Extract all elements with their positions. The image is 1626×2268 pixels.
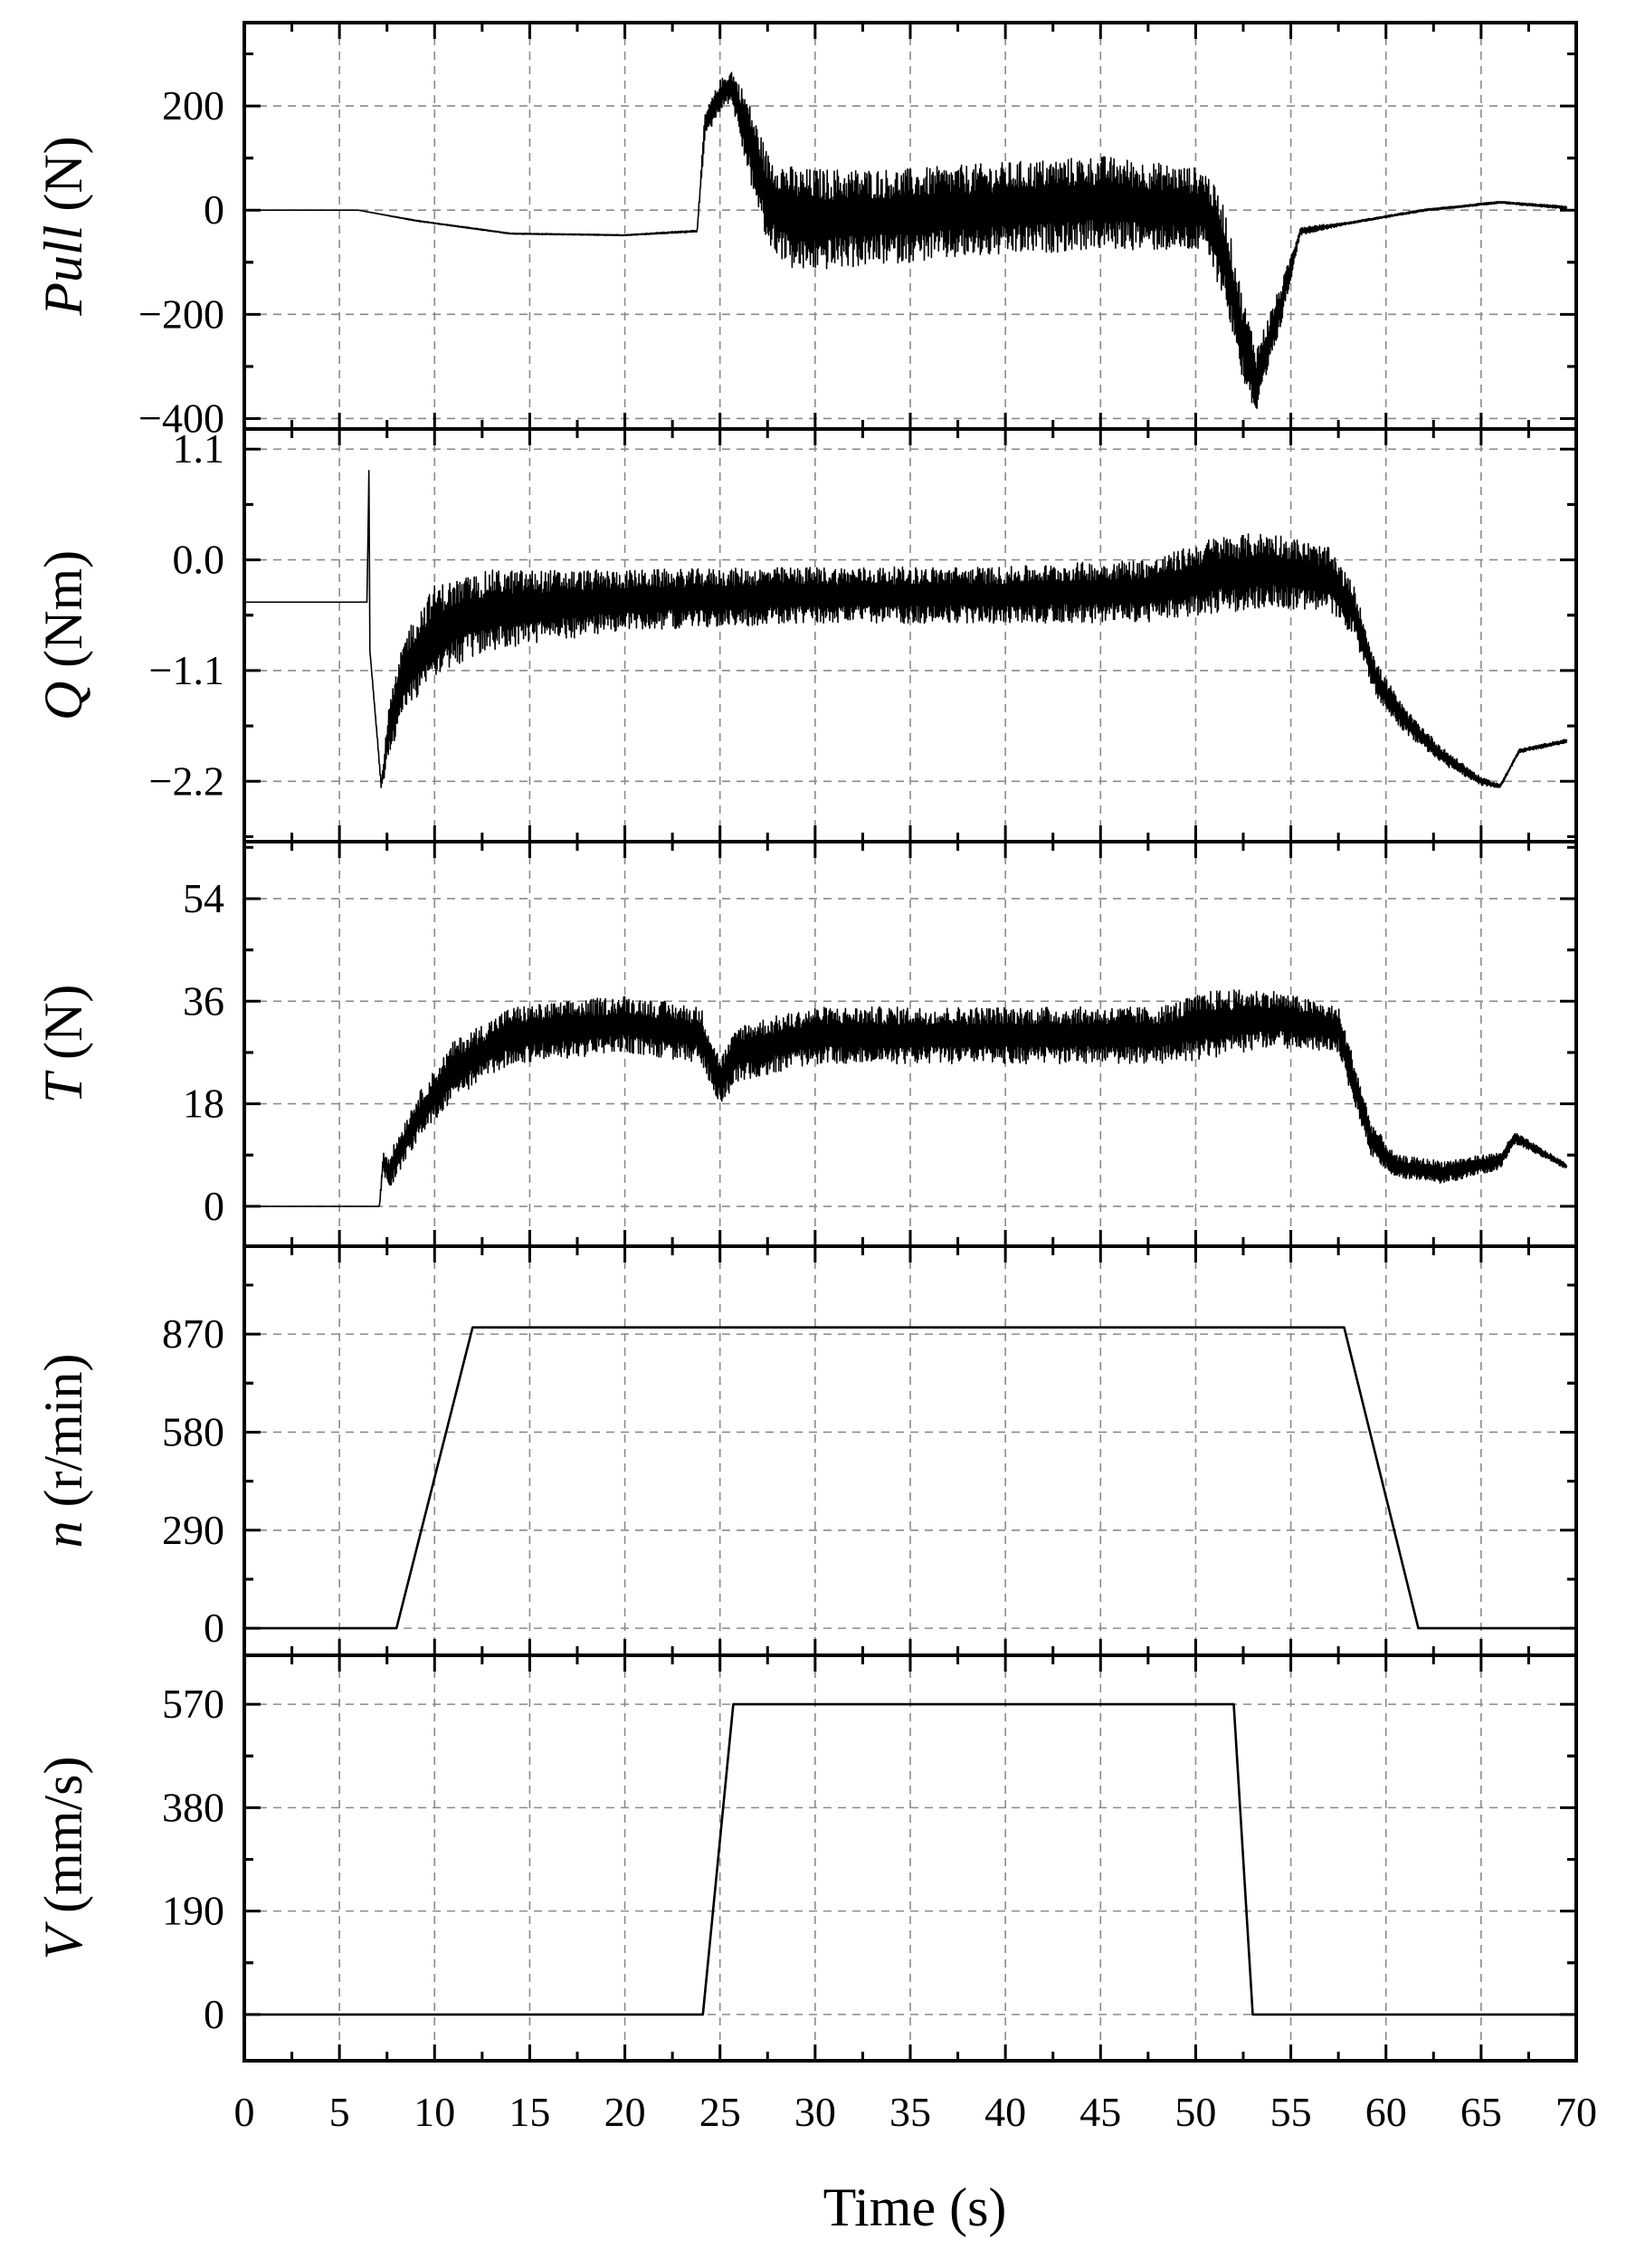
y-tick-label: 580 (162, 1408, 224, 1454)
y-axis-title-symbol: Pull (33, 225, 93, 317)
x-tick-label: 15 (509, 2089, 550, 2135)
panel-2-series-line (243, 470, 1568, 788)
panel-4-series-line (244, 1326, 1576, 1630)
y-axis-title-unit: (mm/s) (33, 1757, 93, 1927)
x-tick-label: 20 (604, 2089, 646, 2135)
y-tick-label: 0.0 (173, 537, 225, 583)
y-tick-label: −2.2 (149, 758, 224, 804)
panel-2: 1.1 0.0 −1.1 −2.2 Q (Nm) (33, 425, 1578, 843)
y-tick-label: 570 (162, 1681, 224, 1727)
y-tick-label: 870 (162, 1310, 224, 1357)
y-tick-label: −200 (138, 291, 224, 337)
y-tick-label: 18 (183, 1081, 224, 1127)
y-tick-label: 36 (183, 977, 224, 1024)
y-tick-label: 200 (162, 82, 224, 129)
panel-1: 200 0 −200 −400 Pull (N) (33, 21, 1578, 441)
y-tick-label: 1.1 (173, 425, 225, 472)
x-tick-label: 30 (794, 2089, 836, 2135)
panel-5: 570 380 190 0 V (mm/s) (33, 1653, 1578, 2063)
y-axis-title: T (N) (33, 985, 93, 1104)
y-tick-label: 0 (204, 1183, 224, 1229)
y-tick-label: 380 (162, 1784, 224, 1830)
panel-1-series-line (243, 71, 1568, 409)
y-tick-label: 0 (204, 1605, 224, 1651)
panel-4-grid (244, 1246, 1576, 1655)
y-axis-title-unit: (r/min) (33, 1354, 93, 1521)
y-tick-label: 190 (162, 1888, 224, 1934)
y-axis-title-symbol: Q (33, 681, 93, 720)
y-axis-title-symbol: V (33, 1920, 93, 1959)
y-axis-title: n (r/min) (33, 1354, 93, 1549)
y-tick-label: 0 (204, 186, 224, 233)
panel-3-grid (244, 842, 1576, 1246)
x-tick-label: 10 (414, 2089, 455, 2135)
x-tick-label: 55 (1270, 2089, 1312, 2135)
y-axis-title-unit: (Nm) (33, 550, 93, 681)
x-tick-label: 70 (1555, 2089, 1597, 2135)
y-axis-title: V (mm/s) (33, 1757, 93, 1960)
x-tick-label: 40 (984, 2089, 1026, 2135)
y-axis-title-symbol: T (33, 1070, 93, 1103)
y-axis-title-symbol: n (33, 1520, 93, 1548)
x-tick-label: 25 (699, 2089, 741, 2135)
x-tick-label: 65 (1460, 2089, 1502, 2135)
x-tick-label: 45 (1079, 2089, 1121, 2135)
panel-4: 870 580 290 0 n (r/min) (33, 1244, 1578, 1657)
y-tick-label: −400 (138, 395, 224, 441)
panel-5-grid (244, 1655, 1576, 2061)
x-tick-label: 0 (234, 2089, 255, 2135)
panel-3-series-line (243, 989, 1568, 1207)
y-tick-label: 290 (162, 1507, 224, 1553)
x-axis-title: Time (s) (823, 2177, 1007, 2237)
x-tick-label: 35 (889, 2089, 931, 2135)
y-axis-title-unit: (N) (33, 985, 93, 1073)
x-tick-label: 50 (1174, 2089, 1216, 2135)
panel-3: 54 36 18 0 T (N) (33, 840, 1578, 1248)
x-tick-label: 5 (329, 2089, 350, 2135)
y-axis-title: Q (Nm) (33, 550, 93, 720)
y-tick-label: 0 (204, 1991, 224, 2037)
y-tick-label: 54 (183, 875, 224, 921)
x-tick-label: 60 (1365, 2089, 1407, 2135)
y-axis-title-unit: (N) (33, 136, 93, 224)
y-axis-title: Pull (N) (33, 136, 93, 316)
y-tick-label: −1.1 (149, 647, 224, 693)
panel-5-series-line (244, 1702, 1576, 2016)
